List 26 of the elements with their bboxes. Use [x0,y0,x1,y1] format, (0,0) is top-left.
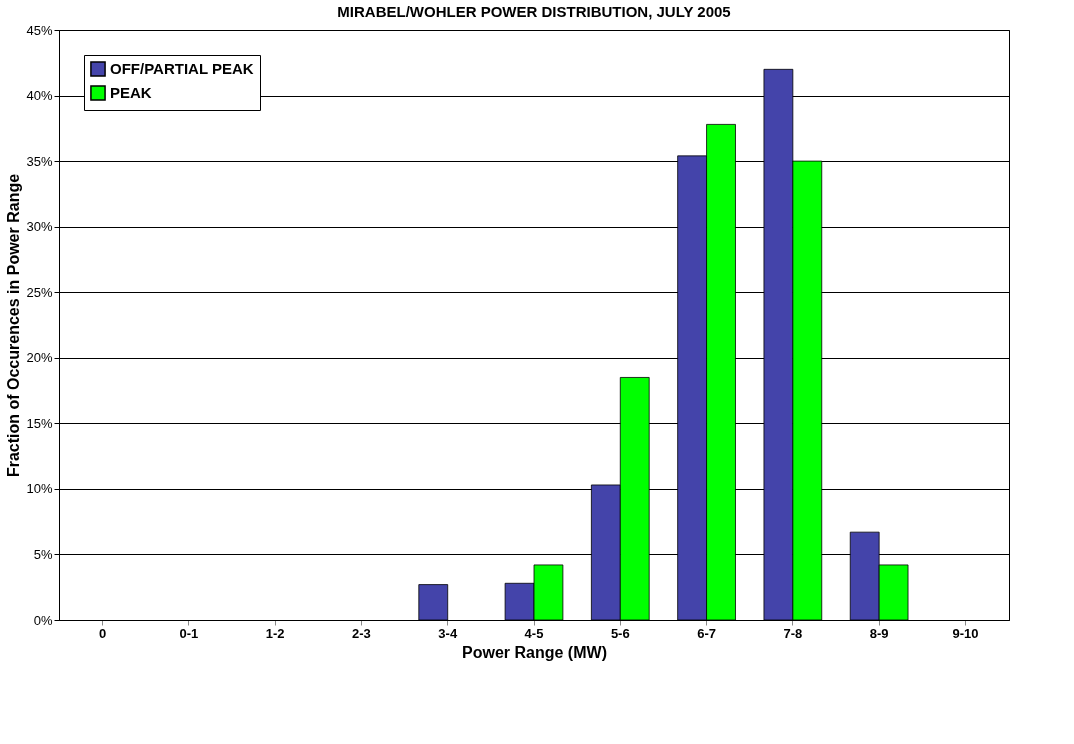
x-tick-label: 0 [98,625,107,641]
x-tick-label: 7-8 [783,625,803,641]
legend-label: OFF/PARTIAL PEAK [110,60,254,77]
y-tick-label: 30% [26,219,53,235]
x-tick-label: 3-4 [438,625,458,641]
y-tick-label: 40% [26,88,53,104]
x-tick-label: 1-2 [265,625,285,641]
y-tick-label: 25% [26,284,53,300]
x-tick-label: 6-7 [697,625,716,641]
legend-label: PEAK [110,84,152,101]
x-tick-label: 0-1 [179,625,199,641]
x-tick-label: 2-3 [352,625,371,641]
y-axis-title: Fraction of Occurences in Power Range [5,173,23,478]
y-tick-label: 45% [26,22,53,38]
chart-title: MIRABEL/WOHLER POWER DISTRIBUTION, JULY 2005 [337,3,731,20]
y-tick-label: 5% [33,546,53,562]
y-tick-label: 20% [26,350,53,366]
y-tick-label: 10% [26,481,53,497]
x-tick-label: 5-6 [610,625,630,641]
x-axis-title: Power Range (MW) [462,643,607,661]
y-tick-label: 15% [26,415,53,431]
x-tick-label: 8-9 [869,625,889,641]
x-tick-label: 4-5 [524,625,544,641]
y-tick-label: 35% [26,153,53,169]
x-tick-label: 9-10 [952,625,979,641]
y-tick-label: 0% [33,612,53,628]
